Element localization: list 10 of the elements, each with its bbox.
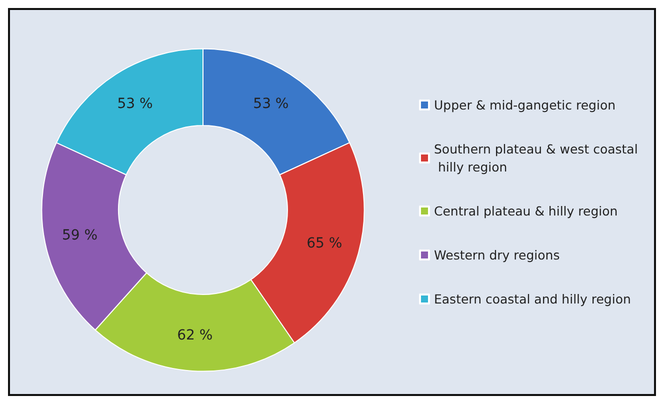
legend-label: Upper & mid-gangetic region (434, 98, 616, 112)
legend-label: Central plateau & hilly region (434, 204, 618, 218)
data-label: 65 % (306, 235, 342, 252)
legend-label: Southern plateau & west coastal hilly region (434, 142, 638, 174)
data-label: 53 % (117, 96, 153, 112)
data-label: 53 % (253, 96, 289, 112)
legend-label: Western dry regions (434, 248, 560, 262)
data-label: 59 % (62, 228, 98, 244)
data-label: 62 % (177, 328, 213, 344)
legend-label: Eastern coastal and hilly region (434, 292, 631, 306)
